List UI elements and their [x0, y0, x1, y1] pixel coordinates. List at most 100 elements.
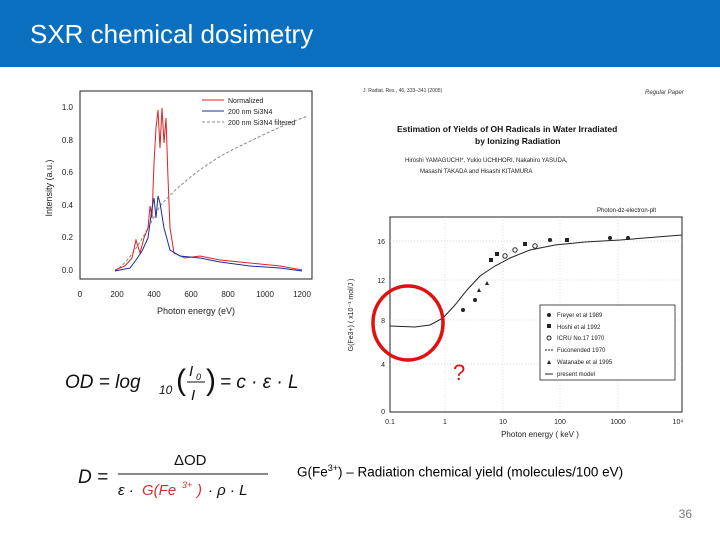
spectrum-chart: Intensity (a.u.) 0.0 0.2 0.4 0.6 0.8 1.0…: [44, 90, 313, 316]
gfe-data-points: [461, 236, 630, 312]
paper-tag: Regular Paper: [645, 90, 685, 96]
journal-ref: J. Radiat. Res., 46, 333–341 (2005): [363, 88, 443, 94]
paper-title-line2: by Ionizing Radiation: [475, 136, 560, 146]
legend-label: Fuconended 1970: [557, 348, 606, 354]
y-tick: 12: [377, 278, 385, 285]
spectrum-legend: Normalized 200 nm Si3N4 200 nm Si3N4 fil…: [202, 98, 295, 127]
x-tick-labels: 0 200 400 600 800 1000 1200: [78, 290, 312, 299]
y-tick: 1.0: [62, 103, 74, 112]
od-paren-right: ): [206, 364, 216, 397]
dose-equation: D = ΔOD ε · G(Fe 3+ ) · ρ · L: [78, 448, 298, 503]
y-tick: 0.8: [62, 136, 74, 145]
data-point: [461, 308, 465, 312]
legend-marker: [546, 335, 552, 341]
slide-title: SXR chemical dosimetry: [30, 19, 314, 49]
y-tick-labels: 0.0 0.2 0.4 0.6 0.8 1.0: [62, 103, 74, 275]
data-point: [502, 253, 508, 259]
x-tick: 1000: [256, 290, 274, 299]
od-numerator-subscript: 0: [196, 372, 201, 382]
x-tick: 0.1: [385, 419, 395, 426]
data-point: [473, 298, 477, 302]
legend-marker: [547, 360, 551, 364]
legend-label: ICRU No.17 1970: [557, 336, 605, 342]
od-equation: OD = log 10 ( I 0 I ) = c · ε · L: [65, 356, 305, 406]
od-rhs: = c · ε · L: [220, 372, 299, 393]
gfe-y-ticks: 0 4 8 12 16: [377, 239, 385, 416]
legend-label: 200 nm Si3N4: [228, 109, 272, 116]
y-tick: 0.2: [62, 233, 74, 242]
data-point: [512, 247, 518, 253]
data-point: [565, 238, 569, 242]
data-point: [489, 258, 493, 262]
x-tick: 800: [221, 290, 235, 299]
series-normalized-line: [114, 107, 303, 271]
legend-label: Watanabe et al 1995: [557, 360, 613, 366]
caption-rest: ) – Radiation chemical yield (molecules/…: [338, 464, 624, 480]
g-value-caption: G(Fe3+) – Radiation chemical yield (mole…: [297, 463, 623, 480]
x-tick: 200: [110, 290, 124, 299]
paper-authors-line2: Masashi TAKADA and Hisashi KITAMURA: [420, 169, 532, 175]
dose-g-superscript: 3+: [182, 480, 192, 490]
x-tick: 100: [554, 419, 566, 426]
dose-denominator-pre: ε ·: [118, 482, 134, 499]
gfe-legend: [539, 304, 676, 381]
slide-header: SXR chemical dosimetry: [0, 0, 720, 67]
question-mark: ?: [453, 360, 465, 385]
dose-lhs: D =: [78, 467, 108, 488]
legend-label: present model: [557, 372, 595, 378]
highlight-circle: [371, 284, 445, 362]
spectrum-figure: Intensity (a.u.) 0.0 0.2 0.4 0.6 0.8 1.0…: [40, 88, 320, 323]
data-point: [495, 252, 499, 256]
plot-frame: [79, 90, 313, 280]
data-point: [608, 236, 612, 240]
dose-numerator: ΔOD: [174, 452, 207, 469]
paper-figure: J. Radiat. Res., 46, 333–341 (2005) Regu…: [345, 80, 690, 440]
paper-authors-line1: Hiroshi YAMAGUCHI*, Yukio UCHIHORI, Naka…: [405, 158, 568, 164]
data-point: [477, 288, 481, 292]
y-axis-label: Intensity (a.u.): [44, 159, 54, 216]
x-tick: 0: [78, 290, 83, 299]
gfe-x-ticks: 0.1 1 10 100 1000 10⁴: [385, 419, 683, 426]
od-numerator: I: [189, 363, 193, 380]
y-tick: 4: [381, 362, 385, 369]
y-tick: 0: [381, 409, 385, 416]
x-tick: 10: [499, 419, 507, 426]
y-tick: 8: [381, 318, 385, 325]
legend-label: Freyer et al 1989: [557, 313, 603, 319]
x-tick: 1200: [293, 290, 311, 299]
gfe-y-label: G(Fe3+) ( x10⁻¹ mol/J ): [348, 279, 355, 352]
y-tick: 0.6: [62, 168, 74, 177]
paper-excerpt: J. Radiat. Res., 46, 333–341 (2005) Regu…: [348, 88, 685, 439]
paper-title-line1: Estimation of Yields of OH Radicals in W…: [397, 124, 617, 134]
data-point: [532, 243, 538, 249]
caption-superscript: 3+: [327, 463, 339, 473]
plot-corner-label: Photon-dz-electron-plt: [597, 208, 656, 214]
od-paren-left: (: [176, 364, 186, 397]
series-si3n4-line: [114, 195, 303, 272]
od-lhs: OD = log: [65, 372, 141, 393]
legend-label: Normalized: [228, 98, 264, 105]
x-axis-label: Photon energy (eV): [157, 306, 235, 316]
legend-label: 200 nm Si3N4 filtered: [228, 120, 295, 127]
data-point: [626, 236, 630, 240]
page-number: 36: [678, 507, 692, 521]
gfe-legend-items: Freyer et al 1989 Hoshi et al 1992 ICRU …: [545, 313, 613, 378]
legend-marker: [547, 324, 551, 328]
x-tick: 1000: [610, 419, 626, 426]
x-tick: 1: [443, 419, 447, 426]
od-denominator: I: [191, 387, 195, 404]
x-tick: 400: [147, 290, 161, 299]
data-point: [523, 242, 527, 246]
gfe-model-line: [389, 234, 683, 328]
series-filtered-line: [114, 115, 309, 272]
y-tick: 16: [377, 239, 385, 246]
data-point: [548, 238, 552, 242]
y-tick: 0.0: [62, 266, 74, 275]
dose-g-close: ): [195, 482, 202, 499]
data-point: [485, 281, 489, 285]
od-equation-svg: OD = log 10 ( I 0 I ) = c · ε · L: [65, 363, 299, 404]
legend-label: Hoshi et al 1992: [557, 325, 601, 331]
caption-prefix: G(Fe: [297, 464, 328, 480]
dose-equation-svg: D = ΔOD ε · G(Fe 3+ ) · ρ · L: [78, 452, 268, 499]
od-log-subscript: 10: [159, 383, 173, 397]
